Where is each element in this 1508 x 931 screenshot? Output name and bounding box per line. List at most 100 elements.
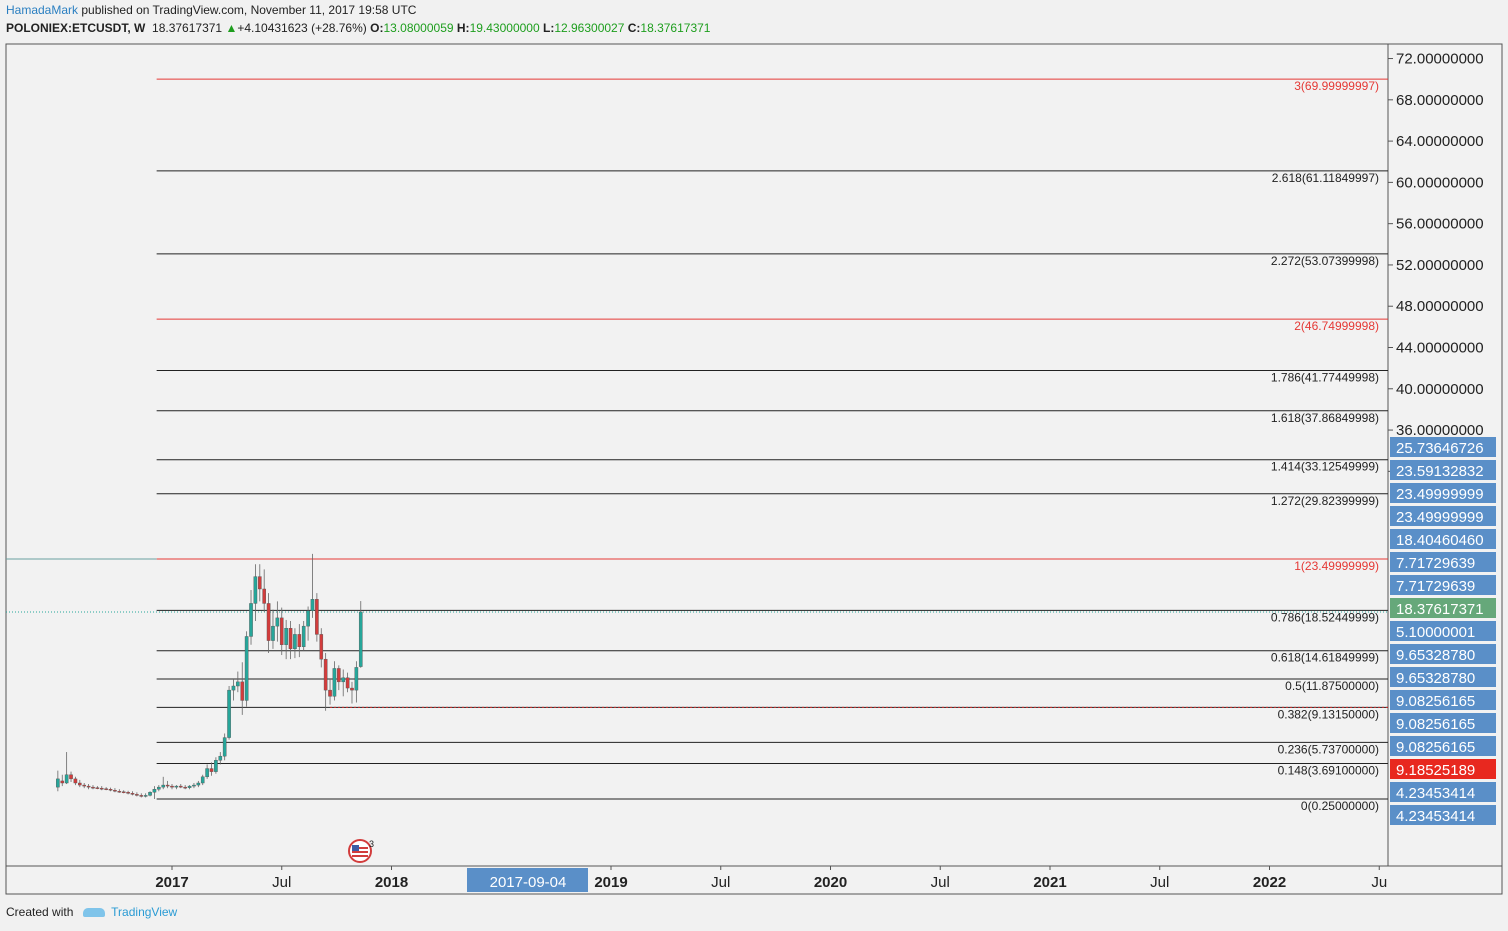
author-link[interactable]: HamadaMark (6, 3, 79, 17)
y-axis-ticks: 72.00000000 68.00000000 64.00000000 60.0000… (1388, 51, 1484, 480)
tradingview-link[interactable]: TradingView (111, 905, 178, 919)
price-chart[interactable]: 72.00000000 68.00000000 64.00000000 60.0000… (0, 0, 1508, 900)
publish-info: HamadaMark published on TradingView.com,… (6, 3, 416, 17)
event-count: 3 (369, 839, 374, 849)
candle-body (249, 603, 253, 637)
price-tag-label: 7.71729639 (1396, 578, 1475, 595)
x-tick-label: 2018 (375, 874, 408, 891)
candle-body (113, 790, 117, 792)
candle-body (139, 795, 144, 797)
candle-body (78, 782, 82, 786)
price-tag-box (1390, 575, 1496, 595)
low-label: L: (542, 21, 555, 35)
price-tag-label: 4.23453414 (1396, 808, 1475, 825)
candle-body (148, 792, 152, 796)
candle-body (253, 576, 258, 604)
candle-body (135, 794, 139, 796)
price-tag-label: 9.18525189 (1396, 762, 1475, 779)
candle-body (108, 788, 113, 791)
publish-text: published on TradingView.com, November 1… (81, 3, 417, 17)
price-tag-label: 9.08256165 (1396, 716, 1475, 733)
time-cursor-label: 2017-09-04 (490, 874, 567, 891)
price-tag-box (1390, 690, 1496, 710)
time-cursor-box (467, 868, 588, 892)
fib-level-label: 0.236(5.73700000) (1278, 742, 1379, 756)
candle-body (262, 588, 266, 604)
candle-body (218, 755, 223, 761)
candle-series (56, 553, 363, 799)
price-tag-label: 18.37617371 (1396, 601, 1484, 618)
candle-body (214, 760, 218, 772)
y-tick-label: 52.00000000 (1396, 257, 1484, 274)
price-tag-box (1390, 552, 1496, 572)
x-tick-label: Jul (1150, 874, 1169, 891)
candle-body (143, 795, 148, 797)
candle-body (82, 784, 86, 787)
candle-body (258, 576, 262, 590)
price-tag-box (1390, 759, 1496, 779)
price-tag-box (1390, 805, 1496, 825)
candle-body (271, 625, 275, 641)
candle-body (244, 636, 249, 701)
candle-body (240, 681, 245, 701)
candle-body (174, 785, 179, 788)
y-tick-label: 64.00000000 (1396, 133, 1484, 150)
candle-body (279, 617, 284, 645)
candle-body (86, 785, 91, 788)
fib-extension[interactable]: 3(69.99999997) 2.618(61.11849997) 2.272(53… (6, 78, 1388, 813)
plot-area[interactable] (5, 43, 1389, 867)
x-tick-label: Jul (931, 874, 950, 891)
candle-body (178, 785, 183, 788)
candle-body (69, 774, 73, 780)
candle-body (328, 689, 332, 697)
time-axis[interactable] (5, 865, 1503, 895)
price-tag-box (1390, 621, 1496, 641)
fib-level-label: 0.382(9.13150000) (1278, 707, 1379, 721)
price-tag-box (1390, 598, 1496, 618)
fib-level-label: 1.786(41.77449998) (1271, 370, 1379, 384)
price-tag-label: 9.08256165 (1396, 739, 1475, 756)
candle-body (60, 780, 65, 784)
candle-body (337, 668, 341, 683)
price-tag-label: 9.65328780 (1396, 647, 1475, 664)
close-value: 18.37617371 (640, 21, 711, 35)
price-tag-box (1390, 529, 1496, 549)
price-tag-label: 25.73646726 (1396, 440, 1484, 457)
candle-body (104, 788, 108, 790)
x-tick-label: 2020 (814, 874, 847, 891)
y-tick-label: 60.00000000 (1396, 174, 1484, 191)
event-icon[interactable]: 3 (348, 839, 374, 863)
tradingview-logo-icon (83, 908, 106, 918)
price-tag-box (1390, 736, 1496, 756)
fib-level-label: 0.618(14.61849999) (1271, 651, 1379, 665)
candle-body (161, 784, 166, 788)
candle-body (91, 786, 95, 789)
high-value: 19.43000000 (469, 21, 540, 35)
candle-body (323, 658, 328, 691)
candle-body (345, 677, 350, 689)
fib-level-label: 1(23.49999999) (1294, 559, 1379, 573)
fib-level-label: 2.618(61.11849997) (1272, 171, 1379, 185)
fib-level-label: 0(0.25000000) (1301, 799, 1379, 813)
candle-body (205, 768, 209, 778)
price-tag-box (1390, 483, 1496, 503)
fib-level-label: 2(46.74999998) (1294, 319, 1379, 333)
candle-body (288, 628, 293, 650)
price-tag-label: 23.49999999 (1396, 486, 1484, 503)
x-tick-label: 2019 (594, 874, 627, 891)
candle-body (165, 784, 170, 787)
candle-body (222, 737, 227, 757)
candle-body (56, 778, 60, 788)
price-change: +4.10431623 (+28.76%) (237, 21, 367, 35)
candle-body (301, 625, 306, 647)
created-with-label: Created with (6, 905, 74, 919)
symbol-label[interactable]: POLONIEX:ETCUSDT, W (6, 21, 146, 35)
candle-body (310, 599, 315, 611)
candle-body (152, 788, 157, 793)
open-label: O: (370, 21, 384, 35)
price-tag-box (1390, 506, 1496, 526)
price-tag-box (1390, 667, 1496, 687)
y-tick-label: 48.00000000 (1396, 298, 1484, 315)
candle-body (99, 787, 104, 790)
candle-body (183, 786, 187, 789)
